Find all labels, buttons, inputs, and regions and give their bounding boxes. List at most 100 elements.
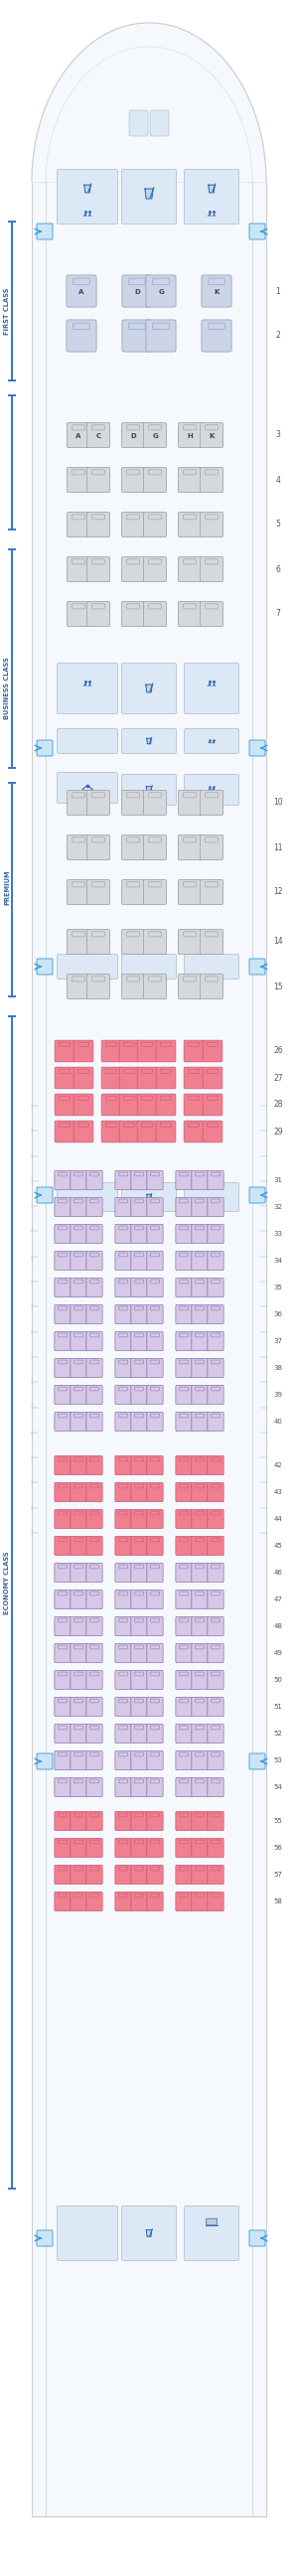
FancyBboxPatch shape [184,729,239,755]
FancyBboxPatch shape [192,1170,208,1190]
FancyBboxPatch shape [58,1780,67,1783]
FancyBboxPatch shape [205,837,218,842]
FancyBboxPatch shape [119,1306,128,1311]
FancyBboxPatch shape [58,1334,67,1337]
FancyBboxPatch shape [150,1172,159,1177]
FancyBboxPatch shape [184,976,196,981]
FancyBboxPatch shape [200,600,223,626]
FancyBboxPatch shape [195,1386,204,1391]
FancyBboxPatch shape [57,953,118,979]
FancyBboxPatch shape [90,1512,99,1515]
FancyBboxPatch shape [131,1252,147,1270]
FancyBboxPatch shape [55,1865,71,1883]
FancyBboxPatch shape [211,1618,220,1623]
FancyBboxPatch shape [119,1564,128,1569]
FancyBboxPatch shape [179,1280,188,1283]
FancyBboxPatch shape [176,1891,192,1911]
FancyBboxPatch shape [67,466,90,492]
FancyBboxPatch shape [147,1278,163,1298]
FancyBboxPatch shape [135,1814,143,1816]
FancyBboxPatch shape [78,1123,89,1128]
FancyBboxPatch shape [58,1893,67,1899]
FancyBboxPatch shape [179,1458,188,1461]
FancyBboxPatch shape [207,1891,224,1911]
FancyBboxPatch shape [74,1484,83,1489]
FancyBboxPatch shape [101,1066,121,1090]
FancyBboxPatch shape [143,878,167,904]
FancyBboxPatch shape [122,466,145,492]
FancyBboxPatch shape [55,1224,71,1244]
FancyBboxPatch shape [58,1306,67,1311]
FancyBboxPatch shape [55,1455,71,1476]
FancyBboxPatch shape [249,739,265,755]
FancyBboxPatch shape [131,1752,147,1770]
Polygon shape [147,739,151,744]
FancyBboxPatch shape [211,1752,220,1757]
FancyBboxPatch shape [90,1252,99,1257]
FancyBboxPatch shape [74,1893,83,1899]
FancyBboxPatch shape [115,1618,131,1636]
FancyBboxPatch shape [249,958,265,974]
FancyBboxPatch shape [90,1780,99,1783]
FancyBboxPatch shape [119,1618,128,1623]
FancyBboxPatch shape [147,1224,163,1244]
FancyBboxPatch shape [178,466,201,492]
FancyBboxPatch shape [179,1360,188,1363]
FancyBboxPatch shape [87,513,110,536]
FancyBboxPatch shape [179,1814,188,1816]
FancyBboxPatch shape [90,1334,99,1337]
FancyBboxPatch shape [161,1123,171,1128]
FancyBboxPatch shape [58,1698,67,1703]
FancyBboxPatch shape [86,1332,103,1350]
FancyBboxPatch shape [147,1698,163,1716]
FancyBboxPatch shape [55,1777,71,1798]
FancyBboxPatch shape [150,111,169,137]
FancyBboxPatch shape [207,1412,224,1432]
FancyBboxPatch shape [70,1306,86,1324]
FancyBboxPatch shape [131,1198,147,1216]
FancyBboxPatch shape [115,1278,131,1298]
FancyBboxPatch shape [58,1458,67,1461]
FancyBboxPatch shape [122,600,145,626]
FancyBboxPatch shape [153,322,169,330]
FancyBboxPatch shape [135,1280,143,1283]
FancyBboxPatch shape [87,930,110,953]
FancyBboxPatch shape [150,1839,159,1844]
FancyBboxPatch shape [150,1672,159,1677]
FancyBboxPatch shape [195,1726,204,1728]
Text: 54: 54 [274,1785,283,1790]
FancyBboxPatch shape [143,835,167,860]
Text: 10: 10 [273,799,283,806]
FancyBboxPatch shape [72,933,85,938]
FancyBboxPatch shape [192,1358,208,1378]
FancyBboxPatch shape [115,1386,131,1404]
FancyBboxPatch shape [143,791,167,814]
FancyBboxPatch shape [58,1280,67,1283]
FancyBboxPatch shape [86,1358,103,1378]
Polygon shape [146,685,152,693]
FancyBboxPatch shape [115,1643,131,1662]
FancyBboxPatch shape [150,1814,159,1816]
FancyBboxPatch shape [207,1332,224,1350]
FancyBboxPatch shape [119,1814,128,1816]
FancyBboxPatch shape [147,1510,163,1528]
FancyBboxPatch shape [150,1618,159,1623]
FancyBboxPatch shape [70,1386,86,1404]
FancyBboxPatch shape [203,1041,222,1061]
FancyBboxPatch shape [176,1412,192,1432]
FancyBboxPatch shape [137,1121,157,1141]
FancyBboxPatch shape [195,1672,204,1677]
FancyBboxPatch shape [207,1535,224,1556]
FancyBboxPatch shape [211,1414,220,1417]
FancyBboxPatch shape [150,1726,159,1728]
FancyBboxPatch shape [70,1224,86,1244]
FancyBboxPatch shape [74,1360,83,1363]
FancyBboxPatch shape [135,1414,143,1417]
FancyBboxPatch shape [179,1538,188,1540]
FancyBboxPatch shape [200,466,223,492]
FancyBboxPatch shape [90,1646,99,1649]
FancyBboxPatch shape [72,881,85,886]
FancyBboxPatch shape [70,1198,86,1216]
FancyBboxPatch shape [146,276,176,307]
FancyBboxPatch shape [72,515,85,520]
